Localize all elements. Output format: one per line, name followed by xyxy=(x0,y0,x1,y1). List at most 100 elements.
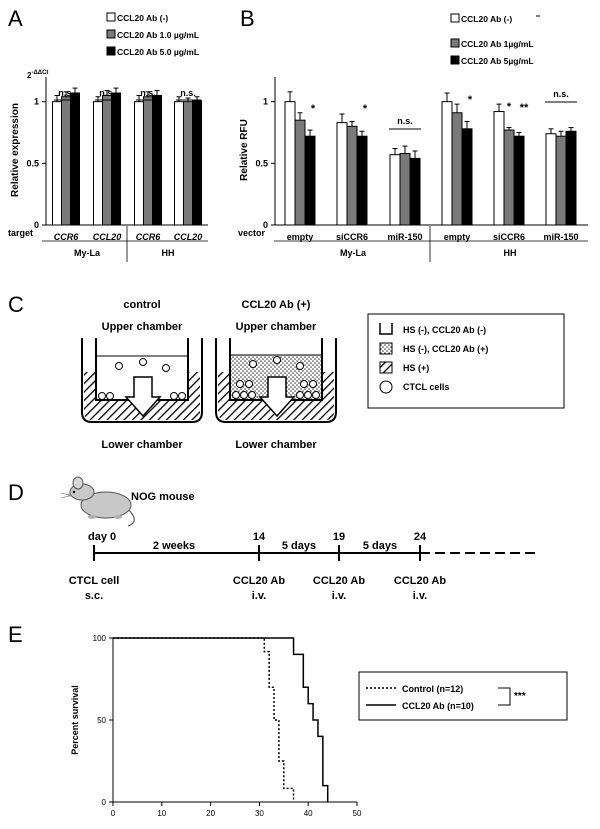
panel-d: D NOG mouse day 0 14 19 24 2 weeks 5 day… xyxy=(8,476,540,602)
interval-label: 5 days xyxy=(282,540,316,552)
panel-b-legend: CCL20 Ab (-) CCL20 Ab 1µg/mL CCL20 Ab 5µ… xyxy=(450,13,540,66)
bar xyxy=(192,99,202,226)
bar xyxy=(152,95,162,226)
legend-label: CCL20 Ab (-) xyxy=(117,13,168,23)
event-route: i.v. xyxy=(252,590,266,602)
category-label: CCR6 xyxy=(54,232,79,242)
significance-bracket xyxy=(498,687,511,706)
panel-d-letter: D xyxy=(8,480,24,505)
migration-arrow xyxy=(124,376,162,418)
cell xyxy=(170,392,178,400)
cell xyxy=(296,362,304,370)
x-tick-label: 0 xyxy=(111,809,116,818)
cell xyxy=(162,364,170,372)
cell xyxy=(98,392,106,400)
day-label: 24 xyxy=(414,531,427,543)
legend-swatch-gray xyxy=(106,29,116,39)
cell-line-label: HH xyxy=(162,248,175,258)
upper-chamber-label: Upper chamber xyxy=(236,321,317,333)
bar xyxy=(451,112,463,226)
significance-label: n.s. xyxy=(140,88,156,98)
bar xyxy=(134,101,144,226)
panel-e-legend: Control (n=12) CCL20 Ab (n=10) *** xyxy=(358,671,568,721)
cell xyxy=(232,391,240,399)
day-label: 14 xyxy=(253,531,266,543)
bar xyxy=(174,101,184,226)
y-tick-label: 0.5 xyxy=(26,158,39,168)
cell-line-label: My-La xyxy=(340,248,367,258)
legend-label: HS (+) xyxy=(403,363,429,373)
cell xyxy=(309,380,317,388)
superscript-exp: -ΔΔCt xyxy=(31,70,48,76)
bar xyxy=(545,133,557,226)
well-title: CCL20 Ab (+) xyxy=(242,299,311,311)
panel-a-legend: CCL20 Ab (-) CCL20 Ab 1.0 µg/mL CCL20 Ab… xyxy=(106,12,199,57)
legend-swatch-dotted xyxy=(379,342,393,355)
x-tick-label: 40 xyxy=(304,809,313,818)
bar xyxy=(70,92,80,226)
significance-label: n.s. xyxy=(397,116,413,126)
outer-well xyxy=(215,338,337,423)
category-label: miR-150 xyxy=(387,232,422,242)
event-label: CCL20 Ab xyxy=(313,575,365,587)
cell xyxy=(312,391,320,399)
day-label: 19 xyxy=(333,531,345,543)
category-label: miR-150 xyxy=(543,232,578,242)
legend-label: HS (-), CCL20 Ab (+) xyxy=(403,344,488,354)
y-tick-label: 0 xyxy=(102,798,107,807)
significance-label: *** xyxy=(514,691,526,702)
bar xyxy=(461,128,473,226)
x-tick-label: 30 xyxy=(255,809,264,818)
legend-label: CCL20 Ab (n=10) xyxy=(402,701,474,711)
panel-c-legend: HS (-), CCL20 Ab (-) HS (-), CCL20 Ab (+… xyxy=(367,313,565,409)
y-axis-label: Relative RFU xyxy=(239,119,250,181)
bar xyxy=(284,101,296,226)
significance-label: n.s. xyxy=(180,88,196,98)
bar xyxy=(336,122,348,226)
row-label: vector xyxy=(238,228,266,238)
bar xyxy=(409,157,421,226)
chart-a-plot: 0 0.5 1 CCR6 CCL20 CCR6 CCL20 n.s. n.s. n.s. n.s. xyxy=(26,77,208,242)
bar xyxy=(389,154,401,226)
legend-label: CCL20 Ab (-) xyxy=(461,14,512,24)
significance-label: * xyxy=(363,103,368,115)
category-label: CCR6 xyxy=(136,232,161,242)
y-tick-label: 0 xyxy=(34,220,39,230)
event-label: CCL20 Ab xyxy=(394,575,446,587)
event-label: CTCL cell xyxy=(69,575,120,587)
legend-label: CCL20 Ab 1.0 µg/mL xyxy=(117,30,199,40)
bar xyxy=(441,101,453,226)
y-axis-label: Percent survival xyxy=(70,685,80,755)
day-label: day 0 xyxy=(88,531,116,543)
legend-box xyxy=(358,671,568,721)
cell xyxy=(236,380,244,388)
bar xyxy=(399,152,411,226)
migration-arrow xyxy=(258,376,296,418)
significance-label: * xyxy=(468,94,473,106)
category-label: CCL20 xyxy=(174,232,203,242)
panel-c-letter: C xyxy=(8,292,24,317)
significance-label: * xyxy=(507,101,512,113)
category-label: siCCR6 xyxy=(493,232,525,242)
bar xyxy=(93,101,103,226)
cell xyxy=(245,380,253,388)
legend-box xyxy=(367,313,565,409)
category-label: empty xyxy=(444,232,471,242)
legend-swatch-black xyxy=(106,46,116,56)
chart-b-plot: 0 0.5 1 empty siCCR6 miR-150 empty siCCR6 miR-15… xyxy=(255,77,588,242)
y-tick-label: 50 xyxy=(97,716,106,725)
y-tick-label: 0 xyxy=(263,220,268,230)
cell xyxy=(296,391,304,399)
event-route: i.v. xyxy=(332,590,346,602)
bar xyxy=(102,95,112,226)
event-route: i.v. xyxy=(413,590,427,602)
mouse-icon xyxy=(60,476,135,527)
transwell-control: control Upper chamber Lower chamber xyxy=(81,299,203,451)
panel-b: B CCL20 Ab (-) CCL20 Ab 1µg/mL CCL20 Ab … xyxy=(238,6,588,262)
cell xyxy=(115,362,123,370)
bar xyxy=(493,111,505,226)
legend-label: CTCL cells xyxy=(403,382,449,392)
y-axis-superscript: 2-ΔΔCt xyxy=(27,70,48,80)
panel-a-letter: A xyxy=(8,6,23,31)
